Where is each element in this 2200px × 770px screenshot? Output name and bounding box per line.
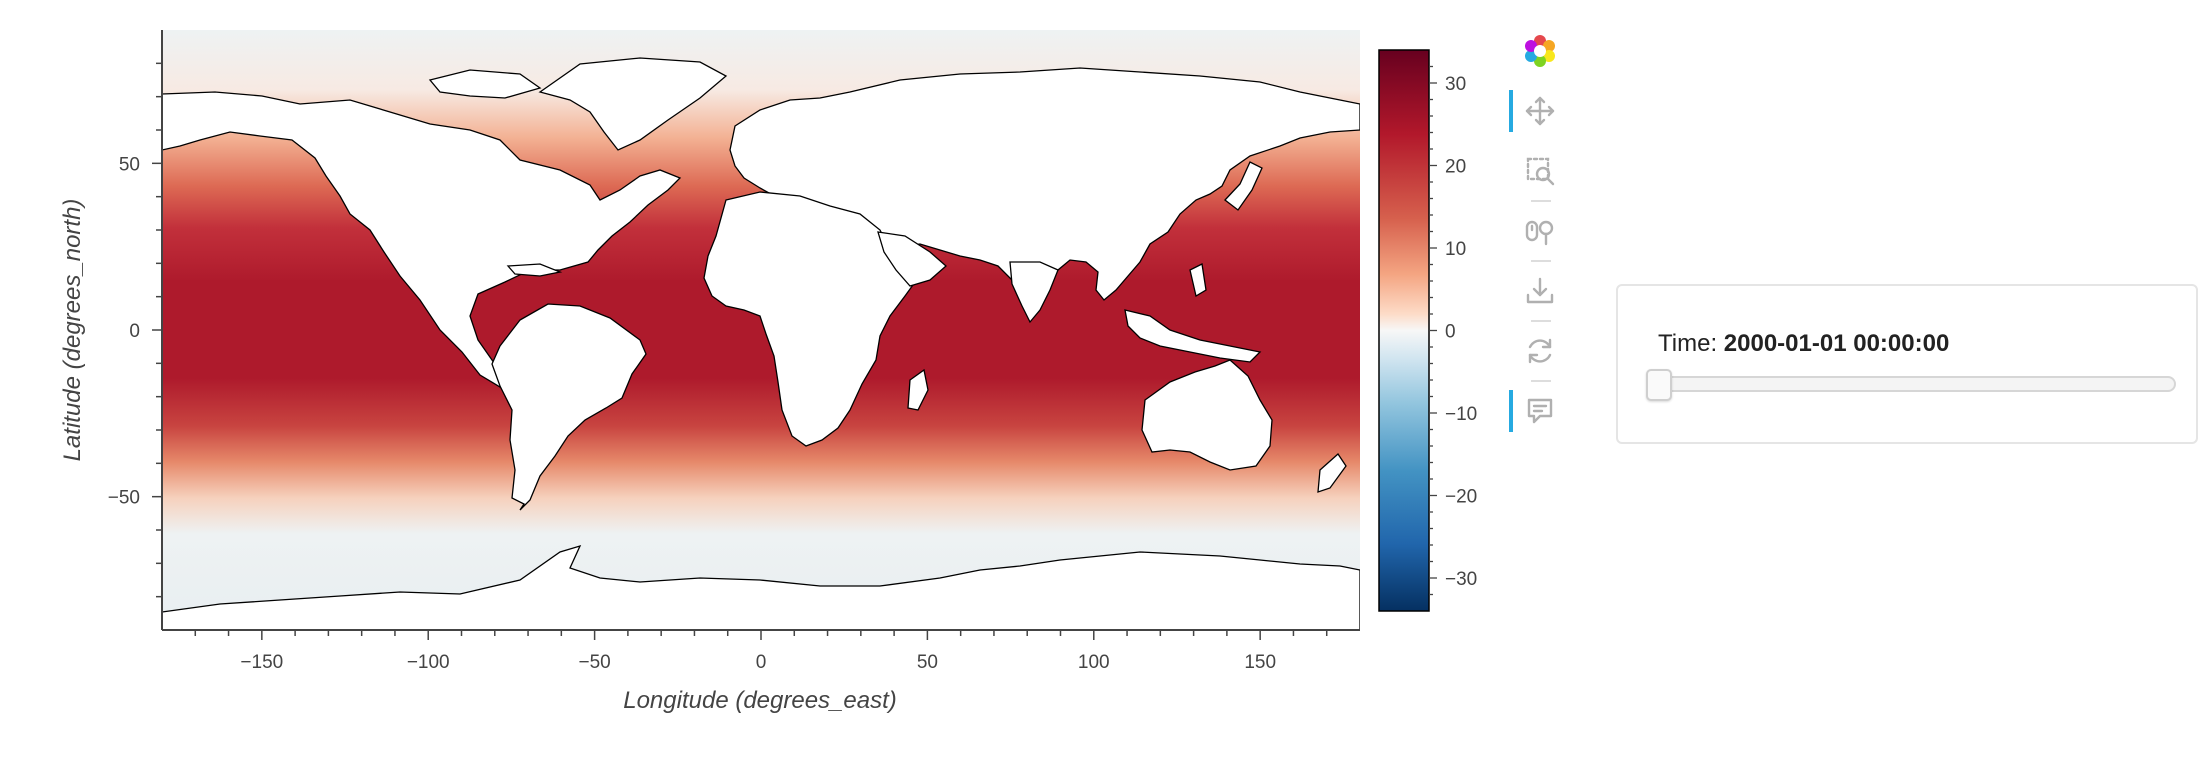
- japan: [1224, 161, 1263, 211]
- colorbar-tick-label: 30: [1445, 74, 1466, 95]
- time-slider-widget: Time: 2000-01-01 00:00:00: [1616, 284, 2198, 444]
- x-tick-label: −100: [407, 652, 450, 673]
- map-area[interactable]: [162, 30, 1360, 640]
- y-tick-label: 50: [119, 154, 140, 175]
- time-slider-label: Time: 2000-01-01 00:00:00: [1658, 330, 1949, 358]
- colorbar-tick-label: −10: [1445, 404, 1477, 425]
- colorbar-gradient: [1378, 49, 1430, 612]
- africa: [703, 191, 919, 447]
- india: [1009, 261, 1059, 324]
- colorbar-tick-label: −20: [1445, 487, 1477, 508]
- arctic-islands: [428, 69, 542, 99]
- colorbar: 30 20 10 0 −10 −20 −30: [1378, 49, 1477, 612]
- bokeh-logo-icon[interactable]: [1505, 28, 1575, 74]
- y-axis-title: Latitude (degrees_north): [59, 199, 86, 462]
- x-tick-label: 150: [1244, 652, 1276, 673]
- toolbar-divider: [1531, 320, 1551, 322]
- x-axis-title: Longitude (degrees_east): [623, 687, 897, 714]
- x-tick-label: −150: [240, 652, 283, 673]
- toolbar-divider: [1531, 380, 1551, 382]
- y-tick-label: 0: [129, 321, 140, 342]
- antarctica: [162, 544, 1360, 630]
- greenland: [538, 57, 728, 151]
- x-tick-label: 100: [1078, 652, 1110, 673]
- land-masses: [162, 57, 1360, 630]
- colorbar-tick-label: 20: [1445, 157, 1466, 178]
- axes: −150 −100 −50 0 50 100 150 50 0 −50 Longitude (d…: [59, 30, 1360, 714]
- save-icon[interactable]: [1505, 268, 1575, 314]
- colorbar-ticks: 30 20 10 0 −10 −20 −30: [1429, 65, 1477, 596]
- time-slider-track[interactable]: [1650, 376, 2176, 392]
- time-value: 2000-01-01 00:00:00: [1723, 330, 1950, 357]
- maritime-continent: [1124, 309, 1262, 363]
- time-label: Time:: [1658, 330, 1718, 357]
- south-america: [491, 303, 647, 511]
- australia: [1141, 359, 1273, 471]
- hover-icon[interactable]: [1505, 388, 1575, 434]
- colorbar-tick-label: 0: [1445, 322, 1456, 343]
- y-tick-label: −50: [108, 488, 140, 509]
- x-ticks: −150 −100 −50 0 50 100 150: [194, 630, 1328, 673]
- north-america: [162, 91, 682, 399]
- colorbar-tick-label: 10: [1445, 239, 1466, 260]
- x-tick-label: 0: [756, 652, 767, 673]
- x-tick-label: 50: [917, 652, 938, 673]
- time-slider-handle[interactable]: [1646, 369, 1672, 401]
- box-zoom-icon[interactable]: [1505, 148, 1575, 194]
- toolbar-divider: [1531, 200, 1551, 202]
- wheel-zoom-icon[interactable]: [1505, 208, 1575, 254]
- reset-icon[interactable]: [1505, 328, 1575, 374]
- toolbar: [1505, 28, 1575, 458]
- y-ticks: 50 0 −50: [108, 62, 162, 598]
- x-tick-label: −50: [578, 652, 610, 673]
- arabian-peninsula: [877, 231, 947, 287]
- toolbar-divider: [1531, 260, 1551, 262]
- caribbean-islands: [506, 263, 563, 277]
- pan-icon[interactable]: [1505, 88, 1575, 134]
- madagascar: [907, 368, 929, 411]
- colorbar-tick-label: −30: [1445, 569, 1477, 590]
- philippines: [1189, 263, 1207, 298]
- map-plot[interactable]: −150 −100 −50 0 50 100 150 500−50 Longitude (d…: [0, 0, 1500, 770]
- new-zealand: [1317, 453, 1347, 493]
